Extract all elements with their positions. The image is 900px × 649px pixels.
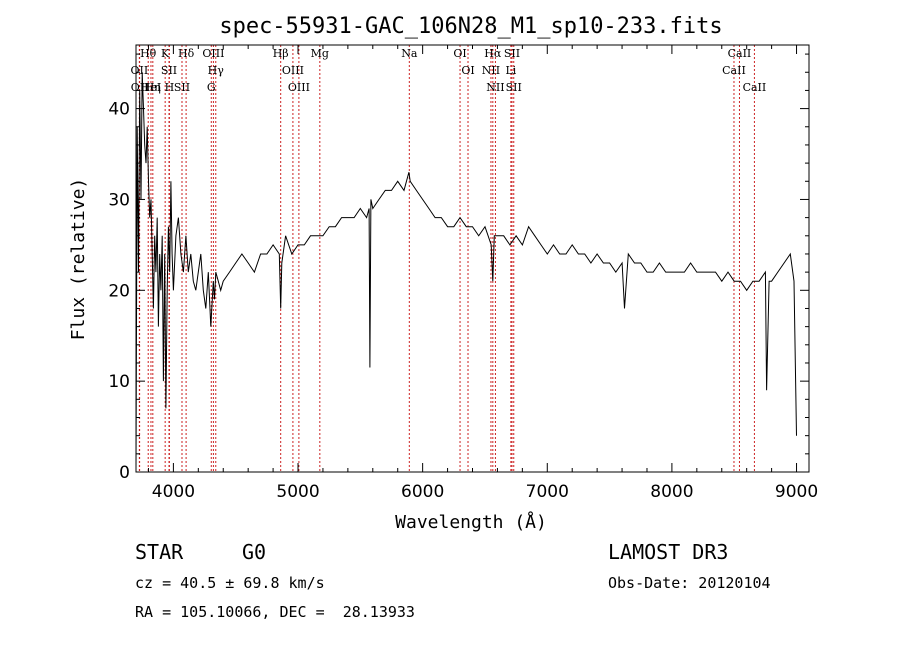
x-tick-label: 8000 — [650, 482, 693, 502]
line-label: SII — [506, 81, 522, 94]
line-label: K — [161, 47, 170, 60]
line-label: Li — [505, 64, 516, 77]
x-tick-label: 9000 — [775, 482, 818, 502]
object-subclass: G0 — [242, 540, 267, 564]
y-tick-label: 40 — [108, 100, 130, 120]
line-label: Mg — [311, 47, 329, 60]
line-label: H — [165, 81, 175, 94]
line-label: OII — [131, 64, 149, 77]
emission-line-markers — [138, 45, 755, 472]
x-tick-label: 5000 — [276, 482, 319, 502]
x-tick-label: 4000 — [152, 482, 195, 502]
line-label: OIII — [282, 64, 304, 77]
y-axis-label: Flux (relative) — [68, 178, 89, 341]
line-label: G — [207, 81, 216, 94]
line-label: NII — [482, 64, 500, 77]
line-label: OII — [131, 81, 149, 94]
object-class: STAR — [135, 540, 184, 564]
line-label: HeI — [141, 81, 161, 94]
y-tick-label: 10 — [108, 372, 130, 392]
chart-title: spec-55931-GAC_106N28_M1_sp10-233.fits — [219, 14, 722, 39]
line-label: CaII — [743, 81, 767, 94]
line-label: Hβ — [273, 47, 289, 60]
line-label: SII — [161, 64, 177, 77]
line-label: CaII — [722, 64, 746, 77]
y-tick-label: 0 — [119, 463, 130, 483]
line-label: Hα — [484, 47, 502, 60]
line-label: OIII — [202, 47, 224, 60]
coordinates: RA = 105.10066, DEC = 28.13933 — [135, 603, 415, 621]
spectrum-line — [135, 72, 797, 468]
line-label: OIII — [288, 81, 310, 94]
line-label: Hθ — [140, 47, 157, 60]
y-axis: 0 10 20 30 40 — [108, 53, 809, 483]
line-label: Hδ — [178, 47, 195, 60]
line-label: Hη — [145, 81, 161, 94]
survey-name: LAMOST DR3 — [608, 540, 729, 564]
x-tick-label: 7000 — [526, 482, 569, 502]
y-tick-label: 20 — [108, 281, 130, 301]
x-axis-label: Wavelength (Å) — [395, 511, 547, 533]
observation-date: Obs-Date: 20120104 — [608, 574, 771, 592]
x-tick-label: 6000 — [401, 482, 444, 502]
line-label: NII — [486, 81, 504, 94]
plot-frame — [135, 44, 810, 473]
line-label: SII — [504, 47, 520, 60]
line-label: Na — [401, 47, 418, 60]
line-label: SII — [174, 81, 190, 94]
emission-line-labels: HθOIIOIIHeIHηKSIIHHδSIIOIIIHγGHβOIIIOIII… — [131, 47, 767, 94]
redshift-velocity: cz = 40.5 ± 69.8 km/s — [135, 574, 325, 592]
line-label: OI — [461, 64, 474, 77]
line-label: CaII — [728, 47, 752, 60]
line-label: Hγ — [208, 64, 225, 77]
line-label: OI — [453, 47, 466, 60]
x-axis: 4000 5000 6000 7000 8000 9000 — [147, 45, 818, 502]
y-tick-label: 30 — [108, 190, 130, 210]
